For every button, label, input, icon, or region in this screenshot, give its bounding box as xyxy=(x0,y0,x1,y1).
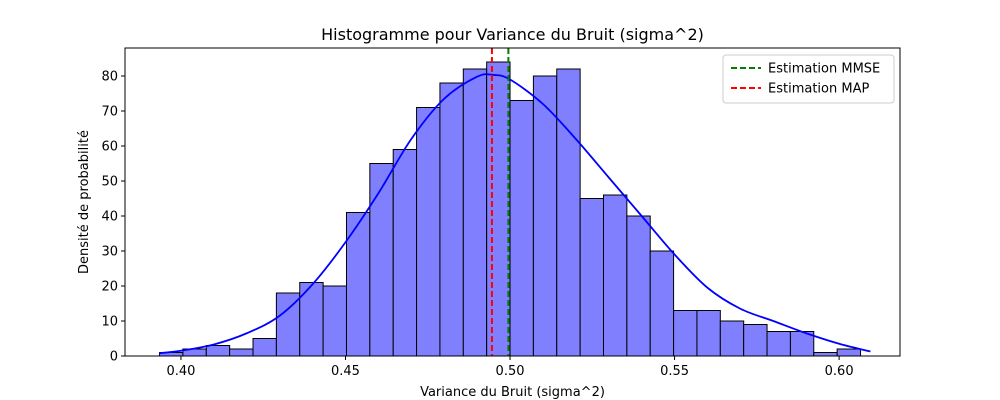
histogram-bar xyxy=(509,100,534,357)
legend: Estimation MMSE Estimation MAP xyxy=(722,54,895,104)
legend-label-map: Estimation MAP xyxy=(768,82,869,97)
x-tick-label: 0.40 xyxy=(166,364,195,379)
y-tick-label: 30 xyxy=(101,245,118,260)
histogram-bar xyxy=(229,348,254,357)
y-tick-label: 0 xyxy=(110,350,118,365)
y-tick-label: 60 xyxy=(101,140,118,155)
histogram-bar xyxy=(602,194,628,357)
histogram-bar xyxy=(836,348,862,357)
histogram-bar xyxy=(439,82,464,357)
histogram-bar xyxy=(766,331,791,357)
x-axis: 0.40 0.45 0.50 0.55 0.60 xyxy=(166,356,854,379)
kde-curve xyxy=(159,73,871,355)
histogram-bar xyxy=(486,61,511,357)
histogram-bar xyxy=(252,338,277,357)
chart-title: Histogramme pour Variance du Bruit (sigm… xyxy=(321,25,704,44)
y-tick-label: 70 xyxy=(101,105,118,120)
bars-layer xyxy=(159,61,862,357)
histogram-bar xyxy=(719,320,745,357)
y-tick-label: 50 xyxy=(101,175,118,190)
x-tick-label: 0.60 xyxy=(825,364,854,379)
histogram-bar xyxy=(322,285,347,357)
histogram-bar xyxy=(369,163,394,357)
estimate-lines-layer xyxy=(490,48,510,356)
plot-frame xyxy=(124,47,901,357)
kde-layer xyxy=(159,73,871,355)
y-tick-label: 40 xyxy=(101,210,118,225)
histogram-bar xyxy=(205,345,231,357)
x-tick-label: 0.55 xyxy=(660,364,689,379)
histogram-bar xyxy=(673,310,698,357)
histogram-bar xyxy=(626,215,651,357)
histogram-bar xyxy=(696,310,721,357)
y-tick-label: 20 xyxy=(101,280,118,295)
y-axis: 0 10 20 30 40 50 60 70 80 xyxy=(101,70,125,365)
x-tick-label: 0.50 xyxy=(496,364,525,379)
y-axis-label: Densité de probabilité xyxy=(77,130,92,274)
histogram-bar xyxy=(532,75,558,357)
histogram-bar xyxy=(462,68,488,357)
histogram-bar xyxy=(416,107,441,357)
x-axis-label: Variance du Bruit (sigma^2) xyxy=(420,385,605,400)
y-tick-label: 80 xyxy=(101,70,118,85)
legend-label-mmse: Estimation MMSE xyxy=(768,62,880,77)
histogram-bar xyxy=(649,250,675,357)
histogram-bar xyxy=(392,149,418,357)
y-tick-label: 10 xyxy=(101,315,118,330)
legend-box xyxy=(722,54,895,104)
histogram-bar xyxy=(743,324,768,357)
histogram-bar xyxy=(813,352,838,357)
x-tick-label: 0.45 xyxy=(331,364,360,379)
histogram-bar xyxy=(579,198,605,357)
histogram-bar xyxy=(556,68,581,357)
histogram-bar xyxy=(345,212,371,357)
